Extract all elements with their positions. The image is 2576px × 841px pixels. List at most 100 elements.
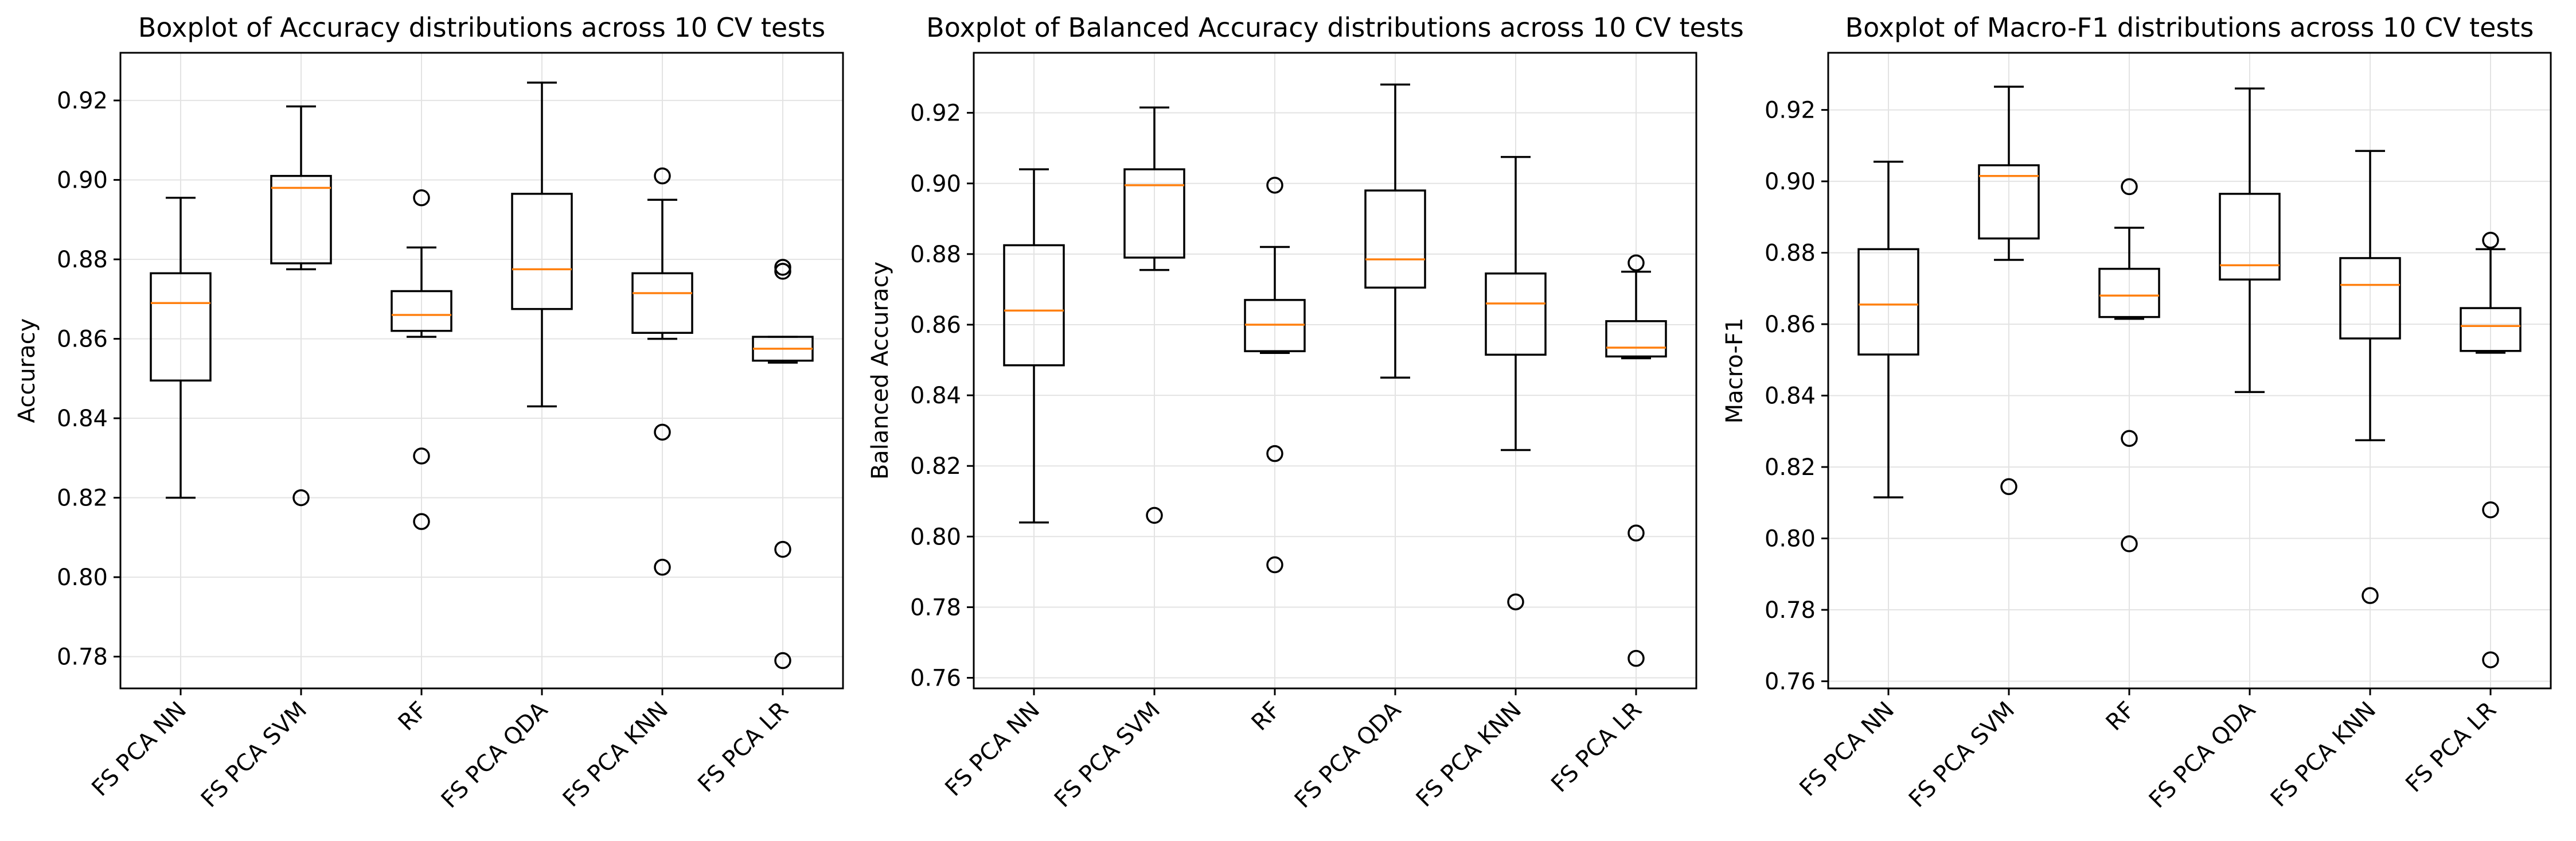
x-tick-label: RF xyxy=(1247,697,1286,736)
iqr-box xyxy=(391,290,452,332)
iqr-box xyxy=(270,174,332,264)
panel-3: 0.76 0.78 0.80 0.82 0.84 0.86 0.88 0.90 0.92 FS P… xyxy=(1722,12,2552,813)
box-fs-pca-nn xyxy=(1003,168,1065,524)
outlier-point xyxy=(1627,524,1645,542)
outlier-point xyxy=(2121,535,2138,552)
axes-frame xyxy=(119,52,844,690)
iqr-box xyxy=(631,272,693,334)
outlier-point xyxy=(292,489,310,507)
y-axis-label: Accuracy xyxy=(14,318,40,423)
box-fs-pca-nn xyxy=(1857,161,1919,499)
y-tick-label: 0.84 xyxy=(1765,383,1816,410)
iqr-box xyxy=(1123,168,1185,259)
outlier-point xyxy=(1266,445,1283,462)
y-tick-label: 0.80 xyxy=(1765,526,1816,552)
box-fs-pca-qda xyxy=(2219,87,2281,394)
outlier-point xyxy=(774,540,791,558)
y-tick-label: 0.82 xyxy=(910,453,961,480)
axes-frame xyxy=(973,52,1697,690)
box-fs-pca-svm xyxy=(270,105,332,507)
box-fs-pca-knn xyxy=(2339,150,2401,604)
outlier-point xyxy=(1627,649,1645,667)
outlier-point xyxy=(413,513,430,530)
box-rf xyxy=(1244,177,1306,574)
iqr-box xyxy=(2339,257,2401,340)
y-tick-label: 0.90 xyxy=(57,168,108,194)
x-tick-label: FS PCA KNN xyxy=(558,697,673,812)
y-tick-label: 0.92 xyxy=(57,88,108,114)
x-tick-label: FS PCA QDA xyxy=(2144,696,2261,813)
outlier-point xyxy=(2362,587,2379,604)
x-tick-label: RF xyxy=(393,697,432,736)
iqr-box xyxy=(2460,307,2522,352)
x-tick-label: FS PCA NN xyxy=(940,697,1045,802)
box-fs-pca-svm xyxy=(1978,85,2040,496)
outlier-point xyxy=(654,559,671,576)
outlier-point xyxy=(2121,430,2138,447)
x-tick-label: FS PCA NN xyxy=(87,697,192,802)
iqr-box xyxy=(1857,248,1919,356)
y-tick-label: 0.78 xyxy=(1765,597,1816,624)
panel-2: 0.76 0.78 0.80 0.82 0.84 0.86 0.88 0.90 0.92 FS P… xyxy=(867,12,1744,813)
box-fs-pca-nn xyxy=(150,197,212,499)
y-tick-label: 0.84 xyxy=(910,383,961,409)
y-axis-label: Macro-F1 xyxy=(1722,318,1748,424)
y-tick-label: 0.82 xyxy=(1765,454,1816,481)
x-tick-label: FS PCA SVM xyxy=(196,697,312,813)
box-rf xyxy=(391,189,452,530)
outlier-point xyxy=(2482,501,2499,519)
x-tick-label: FS PCA QDA xyxy=(1290,696,1407,813)
iqr-box xyxy=(1003,244,1065,367)
outlier-point xyxy=(1266,556,1283,574)
iqr-box xyxy=(511,193,573,310)
outlier-point xyxy=(774,263,791,280)
x-tick-label: FS PCA QDA xyxy=(436,696,553,813)
y-axis-label: Balanced Accuracy xyxy=(867,262,893,480)
x-tick-label: FS PCA LR xyxy=(1546,697,1647,798)
chart-title: Boxplot of Balanced Accuracy distributio… xyxy=(926,12,1744,43)
outlier-point xyxy=(413,447,430,465)
box-fs-pca-qda xyxy=(1364,83,1426,379)
box-rf xyxy=(2098,178,2160,552)
y-tick-label: 0.82 xyxy=(57,485,108,512)
iqr-box xyxy=(150,272,212,382)
x-tick-label: FS PCA SVM xyxy=(1049,697,1165,813)
y-tick-label: 0.80 xyxy=(57,564,108,591)
outlier-point xyxy=(413,189,430,207)
outlier-point xyxy=(654,167,671,185)
box-fs-pca-knn xyxy=(1485,155,1547,610)
iqr-box xyxy=(1978,164,2040,240)
chart-title: Boxplot of Accuracy distributions across… xyxy=(138,12,825,43)
y-tick-label: 0.86 xyxy=(1765,312,1816,338)
iqr-box xyxy=(2098,267,2160,318)
y-tick-label: 0.78 xyxy=(910,594,961,621)
iqr-box xyxy=(1364,189,1426,289)
outlier-point xyxy=(774,652,791,669)
y-tick-label: 0.86 xyxy=(910,312,961,338)
x-tick-label: FS PCA NN xyxy=(1794,697,1899,802)
x-tick-label: FS PCA KNN xyxy=(2266,697,2381,812)
box-fs-pca-knn xyxy=(631,167,693,576)
y-tick-label: 0.88 xyxy=(57,247,108,273)
outlier-point xyxy=(2482,651,2499,668)
outlier-point xyxy=(2000,478,2017,496)
y-tick-label: 0.76 xyxy=(1765,669,1816,695)
y-tick-label: 0.88 xyxy=(1765,240,1816,267)
box-fs-pca-qda xyxy=(511,81,573,408)
axes-frame xyxy=(1827,52,2552,690)
chart-title: Boxplot of Macro-F1 distributions across… xyxy=(1845,12,2534,43)
x-tick-label: FS PCA SVM xyxy=(1904,697,2020,813)
panel-1: 0.78 0.80 0.82 0.84 0.86 0.88 0.90 0.92 FS PCA N… xyxy=(14,12,844,813)
outlier-point xyxy=(1146,507,1163,524)
iqr-box xyxy=(2219,193,2281,281)
y-tick-label: 0.78 xyxy=(57,644,108,671)
outlier-point xyxy=(1266,177,1283,194)
outlier-point xyxy=(2482,232,2499,249)
x-tick-label: RF xyxy=(2101,697,2140,736)
outlier-point xyxy=(1627,254,1645,272)
x-tick-label: FS PCA KNN xyxy=(1411,697,1527,812)
box-fs-pca-lr xyxy=(2460,232,2522,668)
iqr-box xyxy=(1485,272,1547,356)
x-tick-label: FS PCA LR xyxy=(693,697,794,798)
